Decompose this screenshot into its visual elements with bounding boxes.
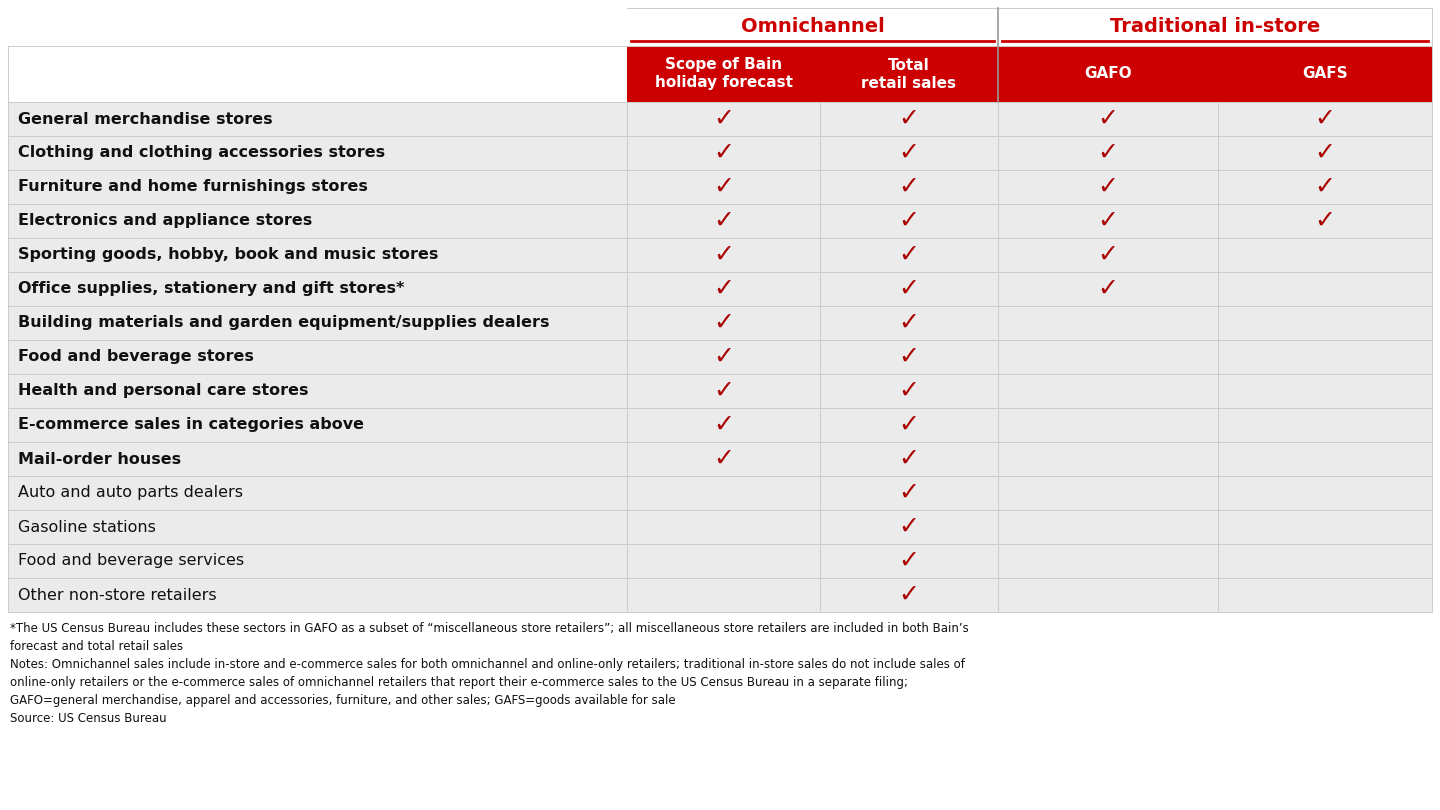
Bar xyxy=(628,46,1431,102)
Text: Sporting goods, hobby, book and music stores: Sporting goods, hobby, book and music st… xyxy=(17,248,438,262)
Text: Food and beverage services: Food and beverage services xyxy=(17,553,245,569)
Text: ✓: ✓ xyxy=(899,175,919,199)
Text: ✓: ✓ xyxy=(713,447,734,471)
Text: ✓: ✓ xyxy=(1097,243,1119,267)
Bar xyxy=(9,340,1431,374)
Text: ✓: ✓ xyxy=(1315,107,1336,131)
Text: ✓: ✓ xyxy=(713,243,734,267)
Text: ✓: ✓ xyxy=(713,141,734,165)
Bar xyxy=(9,306,1431,340)
Text: Traditional in-store: Traditional in-store xyxy=(1110,18,1320,36)
Text: ✓: ✓ xyxy=(899,345,919,369)
Text: Office supplies, stationery and gift stores*: Office supplies, stationery and gift sto… xyxy=(17,282,405,296)
Text: *The US Census Bureau includes these sectors in GAFO as a subset of “miscellaneo: *The US Census Bureau includes these sec… xyxy=(10,622,969,635)
Text: ✓: ✓ xyxy=(1315,209,1336,233)
Text: ✓: ✓ xyxy=(899,141,919,165)
Bar xyxy=(9,170,1431,204)
Text: ✓: ✓ xyxy=(1315,175,1336,199)
Text: GAFS: GAFS xyxy=(1302,66,1348,82)
Bar xyxy=(9,272,1431,306)
Text: ✓: ✓ xyxy=(713,209,734,233)
Text: Source: US Census Bureau: Source: US Census Bureau xyxy=(10,712,167,725)
Text: Electronics and appliance stores: Electronics and appliance stores xyxy=(17,214,312,228)
Bar xyxy=(9,408,1431,442)
Text: ✓: ✓ xyxy=(1097,107,1119,131)
Text: General merchandise stores: General merchandise stores xyxy=(17,112,272,126)
Text: Mail-order houses: Mail-order houses xyxy=(17,451,181,467)
Text: Clothing and clothing accessories stores: Clothing and clothing accessories stores xyxy=(17,146,384,160)
Text: Food and beverage stores: Food and beverage stores xyxy=(17,349,253,364)
Text: ✓: ✓ xyxy=(899,515,919,539)
Text: ✓: ✓ xyxy=(713,379,734,403)
Bar xyxy=(9,102,1431,136)
Text: GAFO: GAFO xyxy=(1084,66,1132,82)
Text: ✓: ✓ xyxy=(899,311,919,335)
Text: Omnichannel: Omnichannel xyxy=(740,18,884,36)
Text: Building materials and garden equipment/supplies dealers: Building materials and garden equipment/… xyxy=(17,316,550,330)
Text: ✓: ✓ xyxy=(1097,141,1119,165)
Text: ✓: ✓ xyxy=(1097,175,1119,199)
Text: ✓: ✓ xyxy=(899,583,919,607)
Text: ✓: ✓ xyxy=(713,175,734,199)
Text: ✓: ✓ xyxy=(713,277,734,301)
Text: ✓: ✓ xyxy=(899,481,919,505)
Text: Gasoline stations: Gasoline stations xyxy=(17,519,156,535)
Text: ✓: ✓ xyxy=(899,549,919,573)
Bar xyxy=(9,238,1431,272)
Bar xyxy=(9,510,1431,544)
Text: GAFO=general merchandise, apparel and accessories, furniture, and other sales; G: GAFO=general merchandise, apparel and ac… xyxy=(10,694,675,707)
Bar xyxy=(9,578,1431,612)
Text: ✓: ✓ xyxy=(713,413,734,437)
Text: E-commerce sales in categories above: E-commerce sales in categories above xyxy=(17,417,364,433)
Text: ✓: ✓ xyxy=(899,209,919,233)
Text: Other non-store retailers: Other non-store retailers xyxy=(17,587,216,603)
Text: ✓: ✓ xyxy=(899,413,919,437)
Text: Auto and auto parts dealers: Auto and auto parts dealers xyxy=(17,485,243,501)
Text: ✓: ✓ xyxy=(899,379,919,403)
Bar xyxy=(9,476,1431,510)
Text: Notes: Omnichannel sales include in-store and e-commerce sales for both omnichan: Notes: Omnichannel sales include in-stor… xyxy=(10,658,965,671)
Text: ✓: ✓ xyxy=(1097,277,1119,301)
Text: ✓: ✓ xyxy=(899,447,919,471)
Bar xyxy=(9,442,1431,476)
Text: online-only retailers or the e-commerce sales of omnichannel retailers that repo: online-only retailers or the e-commerce … xyxy=(10,676,909,689)
Text: ✓: ✓ xyxy=(899,243,919,267)
Text: ✓: ✓ xyxy=(1315,141,1336,165)
Bar xyxy=(9,136,1431,170)
Text: Furniture and home furnishings stores: Furniture and home furnishings stores xyxy=(17,180,367,194)
Text: ✓: ✓ xyxy=(899,277,919,301)
Text: ✓: ✓ xyxy=(899,107,919,131)
Text: ✓: ✓ xyxy=(713,311,734,335)
Text: ✓: ✓ xyxy=(1097,209,1119,233)
Bar xyxy=(9,374,1431,408)
Text: Scope of Bain
holiday forecast: Scope of Bain holiday forecast xyxy=(655,58,792,91)
Bar xyxy=(9,544,1431,578)
Text: Total
retail sales: Total retail sales xyxy=(861,58,956,91)
Text: Health and personal care stores: Health and personal care stores xyxy=(17,383,308,399)
Text: ✓: ✓ xyxy=(713,107,734,131)
Bar xyxy=(9,204,1431,238)
Text: forecast and total retail sales: forecast and total retail sales xyxy=(10,640,183,653)
Text: ✓: ✓ xyxy=(713,345,734,369)
